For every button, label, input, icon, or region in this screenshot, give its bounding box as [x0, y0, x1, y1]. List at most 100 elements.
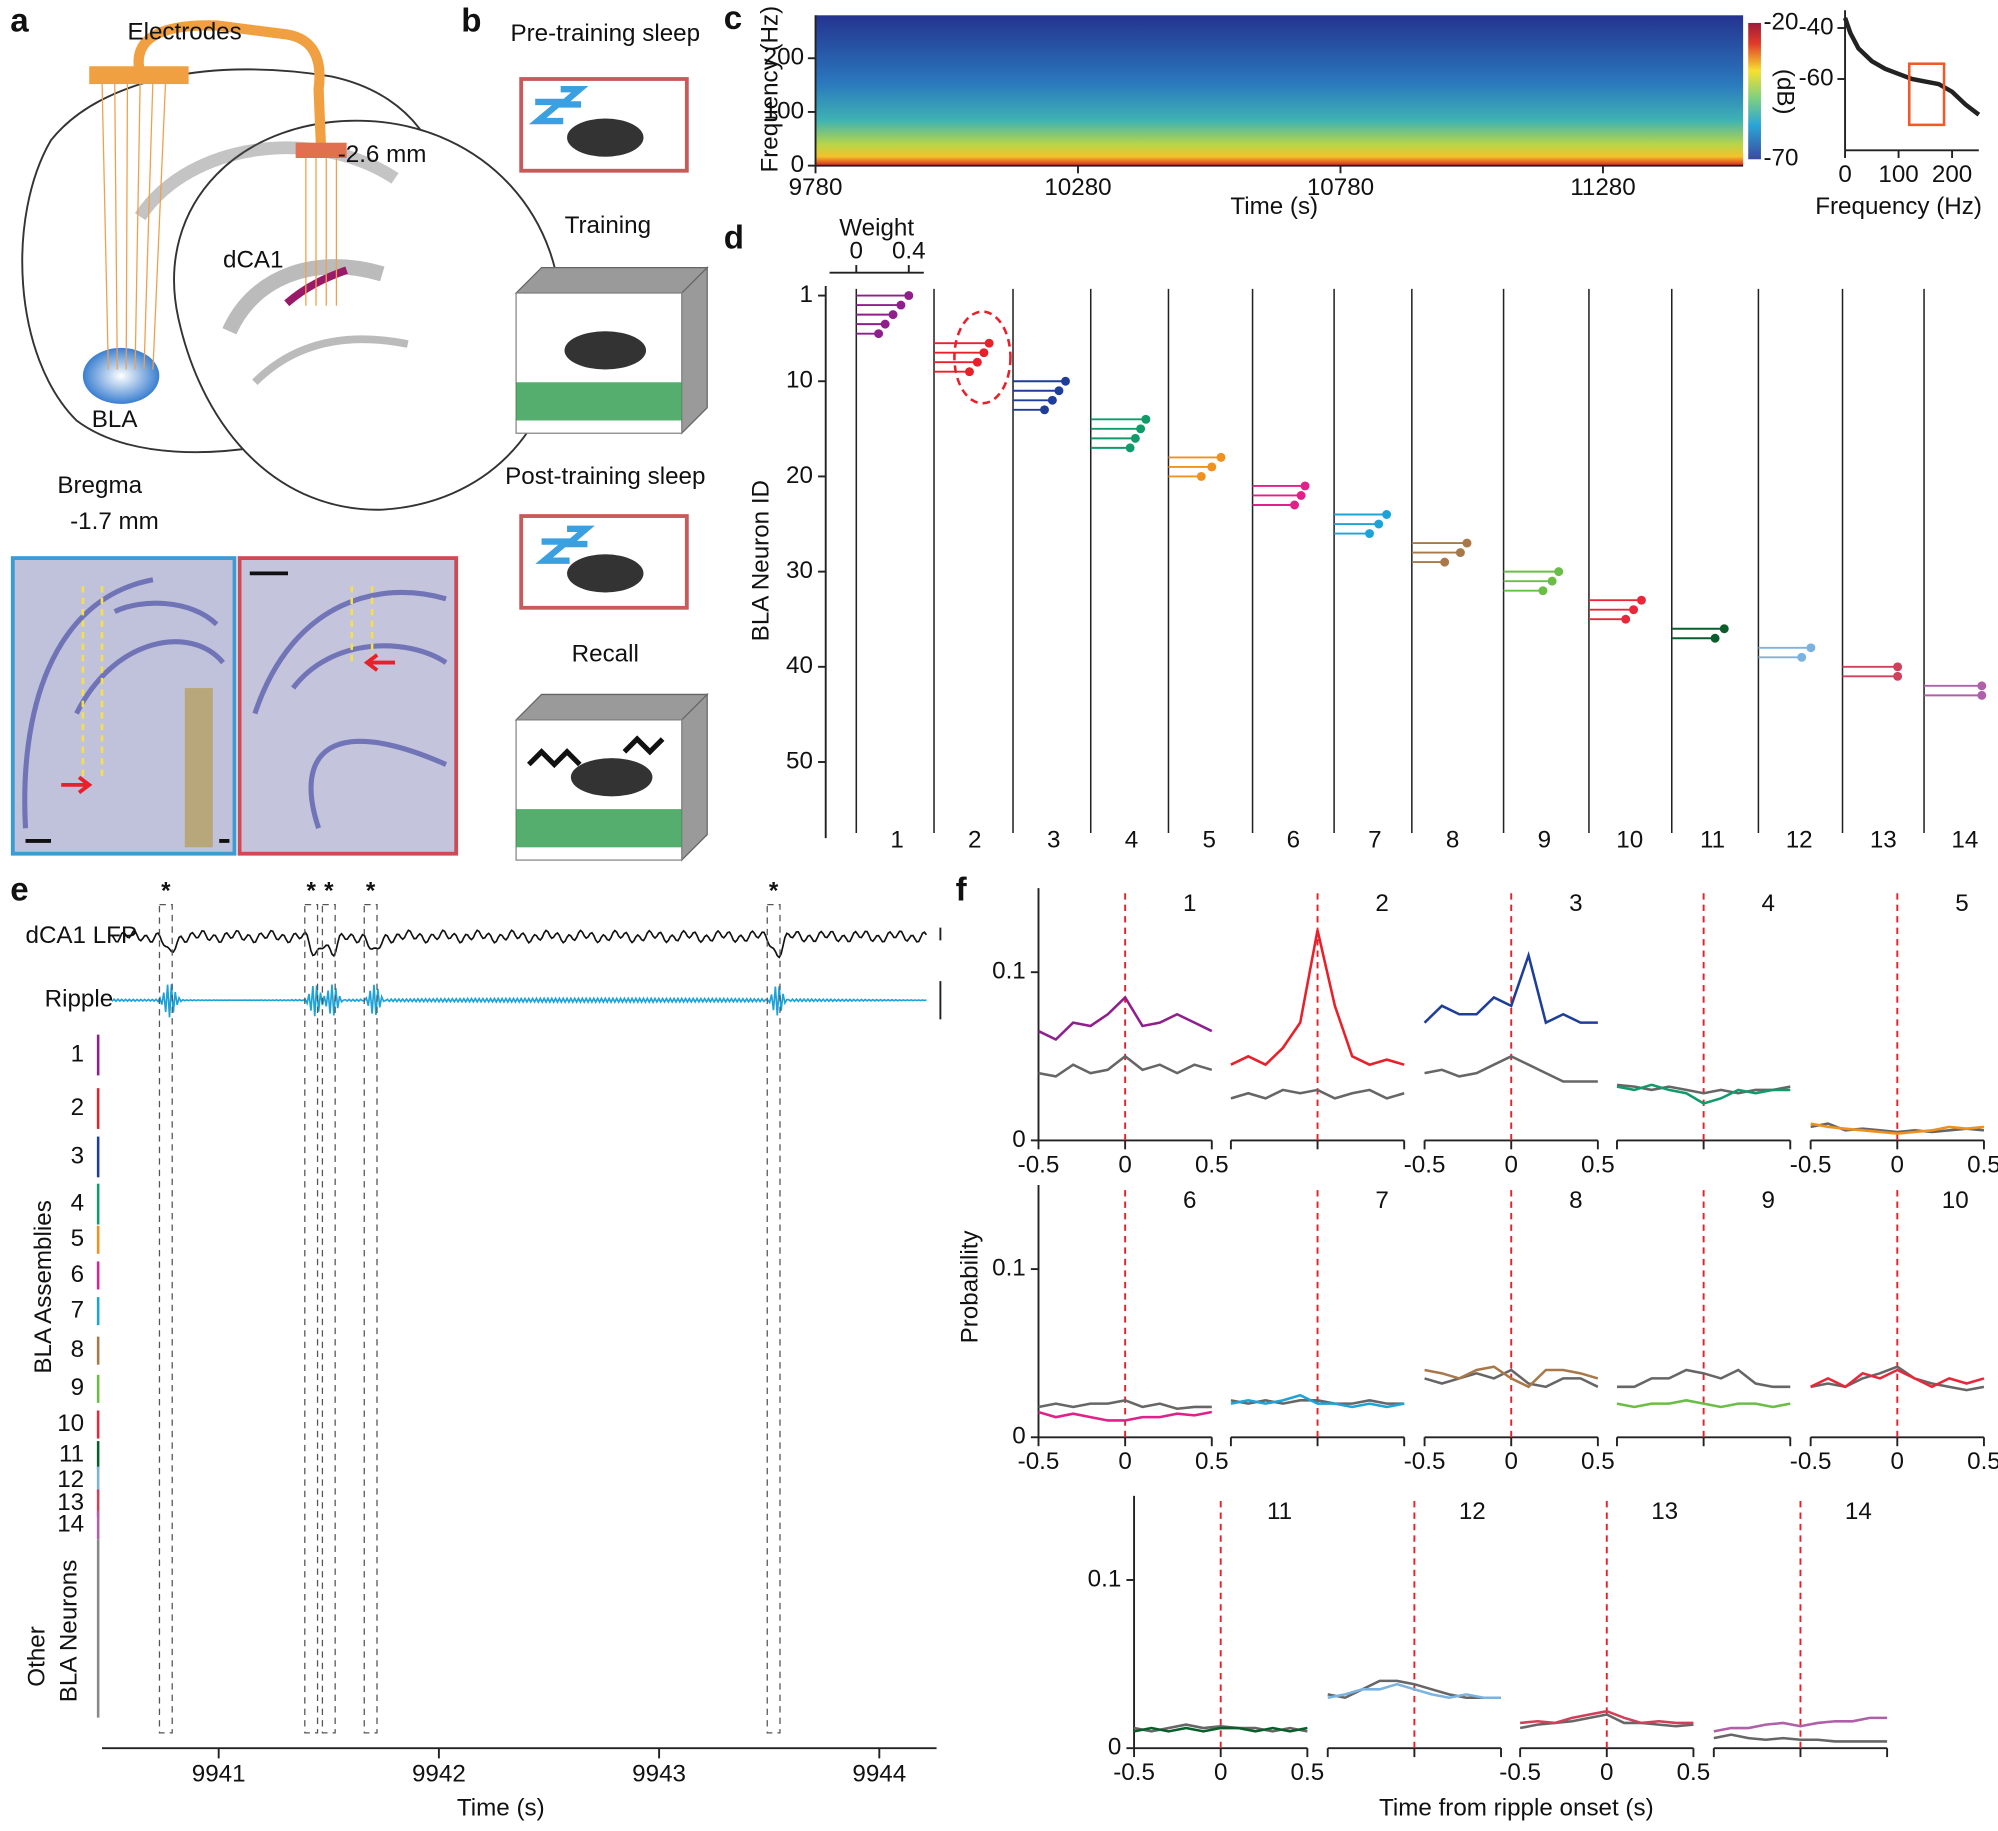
- x-tick-label: 10780: [1307, 174, 1374, 201]
- protocol-diagram: [514, 77, 709, 862]
- weight-tick-label: 0.4: [892, 238, 926, 265]
- assembly-label: 11: [1700, 826, 1725, 853]
- weight-dot: [896, 300, 906, 310]
- y-tick-label: 0: [1012, 1126, 1025, 1153]
- weight-dot: [1290, 500, 1300, 510]
- bla-region: [82, 347, 160, 404]
- x-tick-label: -0.5: [1790, 1448, 1832, 1475]
- weight-dot: [984, 338, 994, 348]
- subplot-label: 7: [1375, 1187, 1388, 1214]
- y-axis-label: BLA Neurons: [56, 1560, 83, 1703]
- y-tick-label: 0.1: [992, 1254, 1026, 1281]
- other-neurons-line: [1616, 1368, 1791, 1389]
- diagram-shape: [252, 589, 448, 830]
- weight-dot: [1040, 405, 1049, 415]
- colorbar-tick-label: -20: [1764, 8, 1799, 35]
- y-axis-label: BLA Neuron ID: [747, 480, 774, 641]
- x-tick-label: 0.5: [1195, 1448, 1229, 1475]
- weight-dot: [1538, 586, 1548, 596]
- x-tick-label: -0.5: [1018, 1151, 1060, 1178]
- weight-dot: [1296, 491, 1306, 500]
- assembly-line: [1230, 1393, 1405, 1409]
- label: -2.6 mm: [338, 141, 427, 168]
- diagram-shape: [528, 86, 595, 564]
- weight-dot: [979, 348, 989, 358]
- x-tick-label: -0.5: [1790, 1151, 1832, 1178]
- diagram-shape: [222, 259, 385, 335]
- weight-dot: [1374, 519, 1384, 529]
- x-tick-label: -0.5: [1018, 1448, 1060, 1475]
- weight-dot: [1130, 433, 1140, 443]
- diagram-shape: [252, 335, 409, 385]
- diagram-shape: [143, 78, 154, 370]
- x-tick-label: 0.5: [1967, 1151, 1998, 1178]
- weight-dot: [1054, 386, 1064, 396]
- y-tick-label: 0: [1108, 1734, 1121, 1761]
- diagram-shape: [125, 78, 129, 370]
- panel-label: c: [724, 0, 742, 37]
- x-tick-label: 0: [1214, 1759, 1227, 1786]
- assembly-line: [1038, 1410, 1213, 1422]
- weight-dot: [1216, 452, 1226, 462]
- other-neurons-line: [1038, 1399, 1212, 1411]
- y-tick-label: 200: [764, 44, 804, 71]
- assembly-row-label: 12: [57, 1466, 84, 1493]
- x-tick-label: -0.5: [1404, 1448, 1446, 1475]
- weight-dot: [904, 291, 914, 301]
- x-axis-label: Time from ripple onset (s): [1379, 1795, 1654, 1822]
- ripple-event-box: [158, 904, 173, 1734]
- assembly-line: [1327, 1682, 1502, 1700]
- event-marker: *: [306, 877, 316, 904]
- diagram-shape: [295, 142, 347, 158]
- assembly-row-label: 11: [59, 1441, 84, 1468]
- x-tick-label: 11280: [1570, 174, 1635, 201]
- assembly-line: [1616, 1399, 1791, 1409]
- weight-dot: [1893, 671, 1903, 681]
- subplot-label: 4: [1762, 890, 1775, 917]
- diagram-shape: [237, 556, 459, 856]
- assembly-label: 12: [1786, 826, 1813, 853]
- y-tick-label: 0.1: [992, 958, 1026, 985]
- weight-dot: [874, 329, 884, 339]
- assembly-line: [1230, 929, 1405, 1067]
- other-neurons-line: [1616, 1083, 1791, 1095]
- subplot-label: 10: [1942, 1187, 1969, 1214]
- weight-dot: [1440, 557, 1450, 567]
- diagram-shape: [101, 78, 109, 370]
- diagram-shape: [61, 653, 396, 795]
- assembly-line: [1424, 1365, 1599, 1389]
- stage-label: Recall: [572, 640, 639, 667]
- other-neurons-line: [1810, 1365, 1985, 1392]
- label: dCA1: [223, 247, 284, 274]
- weight-dot: [1365, 529, 1375, 539]
- subplot-label: 3: [1569, 890, 1582, 917]
- assembly-row-label: 13: [57, 1489, 84, 1516]
- histology: [10, 556, 459, 856]
- x-tick-label: -0.5: [1404, 1151, 1446, 1178]
- spectrogram-image: [815, 15, 1744, 166]
- y-tick-label: -60: [1799, 64, 1834, 91]
- panel-label: b: [461, 3, 481, 40]
- other-neurons-line: [1038, 1054, 1213, 1078]
- psd-line: [1842, 17, 1981, 117]
- assembly-line: [1810, 1122, 1985, 1135]
- diagram-shape: [567, 118, 644, 157]
- row-label: dCA1 LFP: [26, 922, 138, 949]
- y-axis-label: Frequency (Hz): [756, 6, 783, 173]
- x-tick-label: 0: [1118, 1448, 1131, 1475]
- diagram-shape: [114, 78, 118, 370]
- subplot-label: 11: [1267, 1498, 1292, 1525]
- electrodes-diagram: [89, 20, 347, 370]
- diagram-shape: [564, 331, 647, 370]
- subplot-label: 2: [1375, 890, 1388, 917]
- x-tick-label: 0: [1600, 1759, 1613, 1786]
- ripple-event-box: [766, 904, 781, 1734]
- diagram-shape: [516, 809, 682, 848]
- assembly-label: 13: [1870, 826, 1897, 853]
- x-tick-label: 0: [1504, 1448, 1517, 1475]
- x-tick-label: 0: [1118, 1151, 1131, 1178]
- x-tick-label: 0: [1891, 1448, 1904, 1475]
- x-tick-label: 0: [1838, 161, 1851, 188]
- diagram-shape: [519, 77, 689, 173]
- lfp-trace: [111, 929, 928, 959]
